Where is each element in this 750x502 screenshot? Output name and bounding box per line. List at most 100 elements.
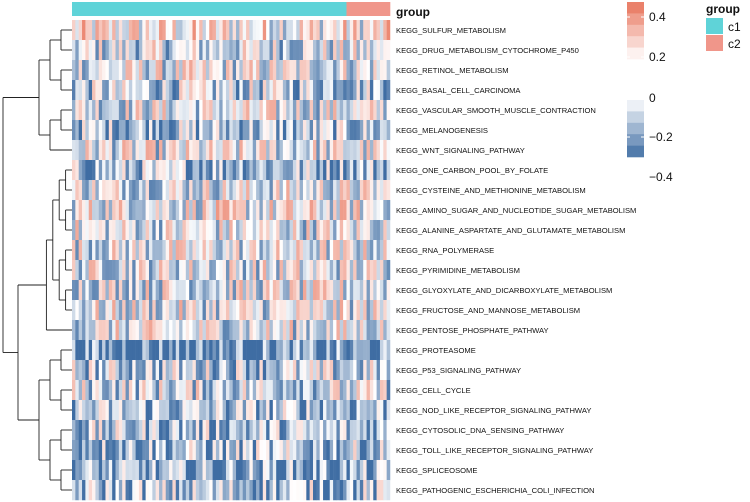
heatmap-cell [182, 60, 187, 81]
heatmap-cell [386, 260, 391, 281]
heatmap-cell [356, 40, 361, 61]
heatmap-cell [165, 360, 170, 381]
heatmap-cell [92, 80, 96, 101]
heatmap-cell [122, 320, 126, 341]
heatmap-cell [383, 260, 387, 281]
heatmap-cell [209, 400, 213, 421]
heatmap-cell [353, 100, 357, 121]
heatmap-cell [343, 120, 347, 141]
heatmap-cell [85, 120, 89, 141]
heatmap-cell [125, 380, 130, 401]
heatmap-cell [376, 420, 381, 441]
heatmap-cell [108, 160, 113, 181]
heatmap-cell [185, 480, 190, 501]
heatmap-cell [386, 380, 391, 401]
heatmap-cell [359, 220, 364, 241]
heatmap-cell [192, 140, 197, 161]
heatmap-cell [72, 200, 76, 221]
heatmap-cell [269, 260, 274, 281]
heatmap-cell [105, 300, 110, 321]
heatmap-cell [316, 400, 320, 421]
heatmap-cell [215, 280, 220, 301]
heatmap-cell [162, 200, 166, 221]
heatmap-cell [282, 440, 287, 461]
heatmap-cell [115, 60, 120, 81]
heatmap-cell [78, 20, 83, 41]
heatmap-cell [205, 20, 210, 41]
heatmap-cell [209, 340, 213, 361]
heatmap-cell [155, 160, 160, 181]
heatmap-cell [85, 20, 89, 41]
heatmap-cell [323, 400, 327, 421]
heatmap-cell [343, 460, 347, 481]
heatmap-cell [95, 320, 100, 341]
heatmap-cell [142, 320, 146, 341]
heatmap-cell [299, 360, 304, 381]
heatmap-cell [152, 180, 156, 201]
row-label: KEGG_RETINOL_METABOLISM [396, 66, 509, 75]
heatmap-cell [179, 120, 183, 141]
heatmap-cell [289, 480, 294, 501]
legend-tick-label: 0.4 [649, 10, 666, 24]
heatmap-cell [296, 340, 300, 361]
heatmap-cell [72, 220, 76, 241]
heatmap-cell [373, 480, 377, 501]
heatmap-cell [376, 220, 381, 241]
heatmap-cell [222, 60, 227, 81]
heatmap-cell [212, 240, 217, 261]
row-label: KEGG_P53_SIGNALING_PATHWAY [396, 366, 521, 375]
heatmap-cell [118, 80, 123, 101]
heatmap-cell [222, 160, 227, 181]
heatmap-cell [78, 180, 83, 201]
heatmap-cell [306, 380, 310, 401]
heatmap-cell [148, 380, 153, 401]
heatmap-cell [222, 340, 227, 361]
heatmap-cell [319, 440, 324, 461]
heatmap-cell [122, 200, 126, 221]
heatmap-cell [169, 180, 173, 201]
heatmap-cell [82, 20, 86, 41]
heatmap-cell [269, 220, 274, 241]
heatmap-cell [112, 180, 116, 201]
heatmap-cell [172, 360, 177, 381]
heatmap-cell [202, 280, 207, 301]
heatmap-cell [296, 400, 300, 421]
heatmap-cell [369, 300, 374, 321]
heatmap-cell [313, 100, 317, 121]
heatmap-cell [256, 400, 260, 421]
heatmap-cell [386, 120, 391, 141]
heatmap-cell [88, 260, 93, 281]
heatmap-cell [289, 120, 294, 141]
heatmap-cell [259, 300, 264, 321]
heatmap-cell [169, 60, 173, 81]
heatmap-cell [259, 120, 264, 141]
heatmap-cell [105, 220, 110, 241]
heatmap-cell [356, 140, 361, 161]
heatmap-cell [215, 300, 220, 321]
heatmap-cell [148, 280, 153, 301]
heatmap-cell [82, 420, 86, 441]
heatmap-cell [212, 360, 217, 381]
heatmap-cell [279, 60, 284, 81]
heatmap-cell [92, 460, 96, 481]
heatmap-cell [175, 480, 180, 501]
heatmap-cell [339, 220, 344, 241]
heatmap-cell [209, 380, 213, 401]
heatmap-cell [252, 400, 257, 421]
heatmap-cell [132, 100, 136, 121]
heatmap-cell [302, 440, 307, 461]
heatmap-cell [135, 200, 140, 221]
heatmap-cell [262, 440, 267, 461]
heatmap-cell [219, 200, 223, 221]
heatmap-cell [72, 440, 76, 461]
heatmap-cell [349, 120, 354, 141]
heatmap-cell [343, 380, 347, 401]
heatmap-cell [349, 420, 354, 441]
heatmap-cell [289, 260, 294, 281]
heatmap-cell [125, 160, 130, 181]
heatmap-cell [359, 420, 364, 441]
heatmap-cell [225, 200, 230, 221]
heatmap-cell [189, 40, 193, 61]
heatmap-cell [112, 440, 116, 461]
heatmap-cell [272, 200, 277, 221]
